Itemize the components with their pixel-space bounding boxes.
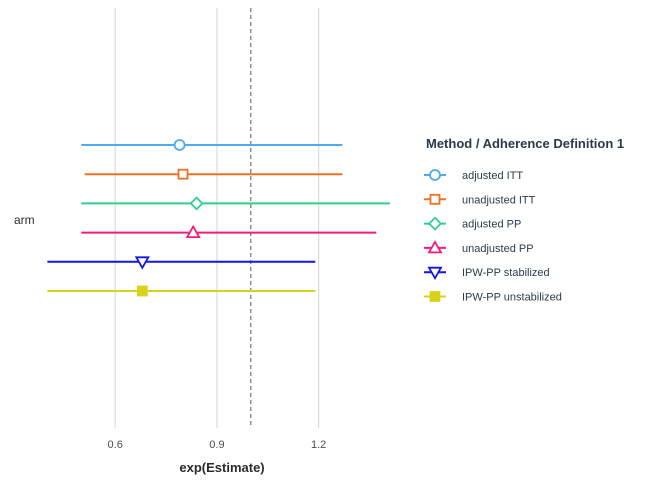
category-label-arm: arm bbox=[14, 213, 35, 227]
legend-items: adjusted ITT unadjusted ITT adjusted PP una… bbox=[424, 169, 562, 304]
legend-title: Method / Adherence Definition 1 bbox=[426, 136, 624, 151]
point-unadjusted-pp bbox=[185, 224, 201, 239]
legend-label-adjusted-itt: adjusted ITT bbox=[462, 170, 523, 182]
legend-label-ipw-pp-stabilized: IPW-PP stabilized bbox=[462, 267, 550, 279]
legend-label-adjusted-pp: adjusted PP bbox=[462, 219, 521, 231]
point-unadjusted-itt bbox=[177, 168, 189, 180]
legend: Method / Adherence Definition 1 adjusted… bbox=[424, 136, 624, 304]
x-tick-label: 0.6 bbox=[108, 439, 123, 451]
legend-key-adjusted-itt bbox=[429, 169, 441, 181]
x-tick-label: 1.2 bbox=[311, 439, 326, 451]
gridlines bbox=[114, 8, 320, 428]
x-tick-labels: 0.6 0.9 1.2 bbox=[108, 439, 327, 451]
point-ipw-pp-stabilized bbox=[134, 256, 150, 270]
x-tick-label: 0.9 bbox=[209, 439, 224, 451]
legend-label-unadjusted-itt: unadjusted ITT bbox=[462, 194, 536, 206]
legend-key-ipw-pp-unstabilized bbox=[429, 291, 441, 302]
legend-label-unadjusted-pp: unadjusted PP bbox=[462, 243, 534, 255]
point-adjusted-pp bbox=[189, 196, 204, 211]
x-axis-title: exp(Estimate) bbox=[179, 460, 264, 475]
legend-label-ipw-pp-unstabilized: IPW-PP unstabilized bbox=[462, 292, 562, 304]
legend-key-ipw-pp-stabilized bbox=[427, 266, 443, 281]
legend-key-adjusted-pp bbox=[427, 216, 443, 231]
point-adjusted-itt bbox=[173, 139, 186, 151]
legend-key-unadjusted-itt bbox=[429, 193, 441, 205]
series-group bbox=[47, 139, 390, 297]
point-ipw-pp-unstabilized bbox=[136, 285, 148, 297]
legend-key-unadjusted-pp bbox=[427, 240, 443, 254]
